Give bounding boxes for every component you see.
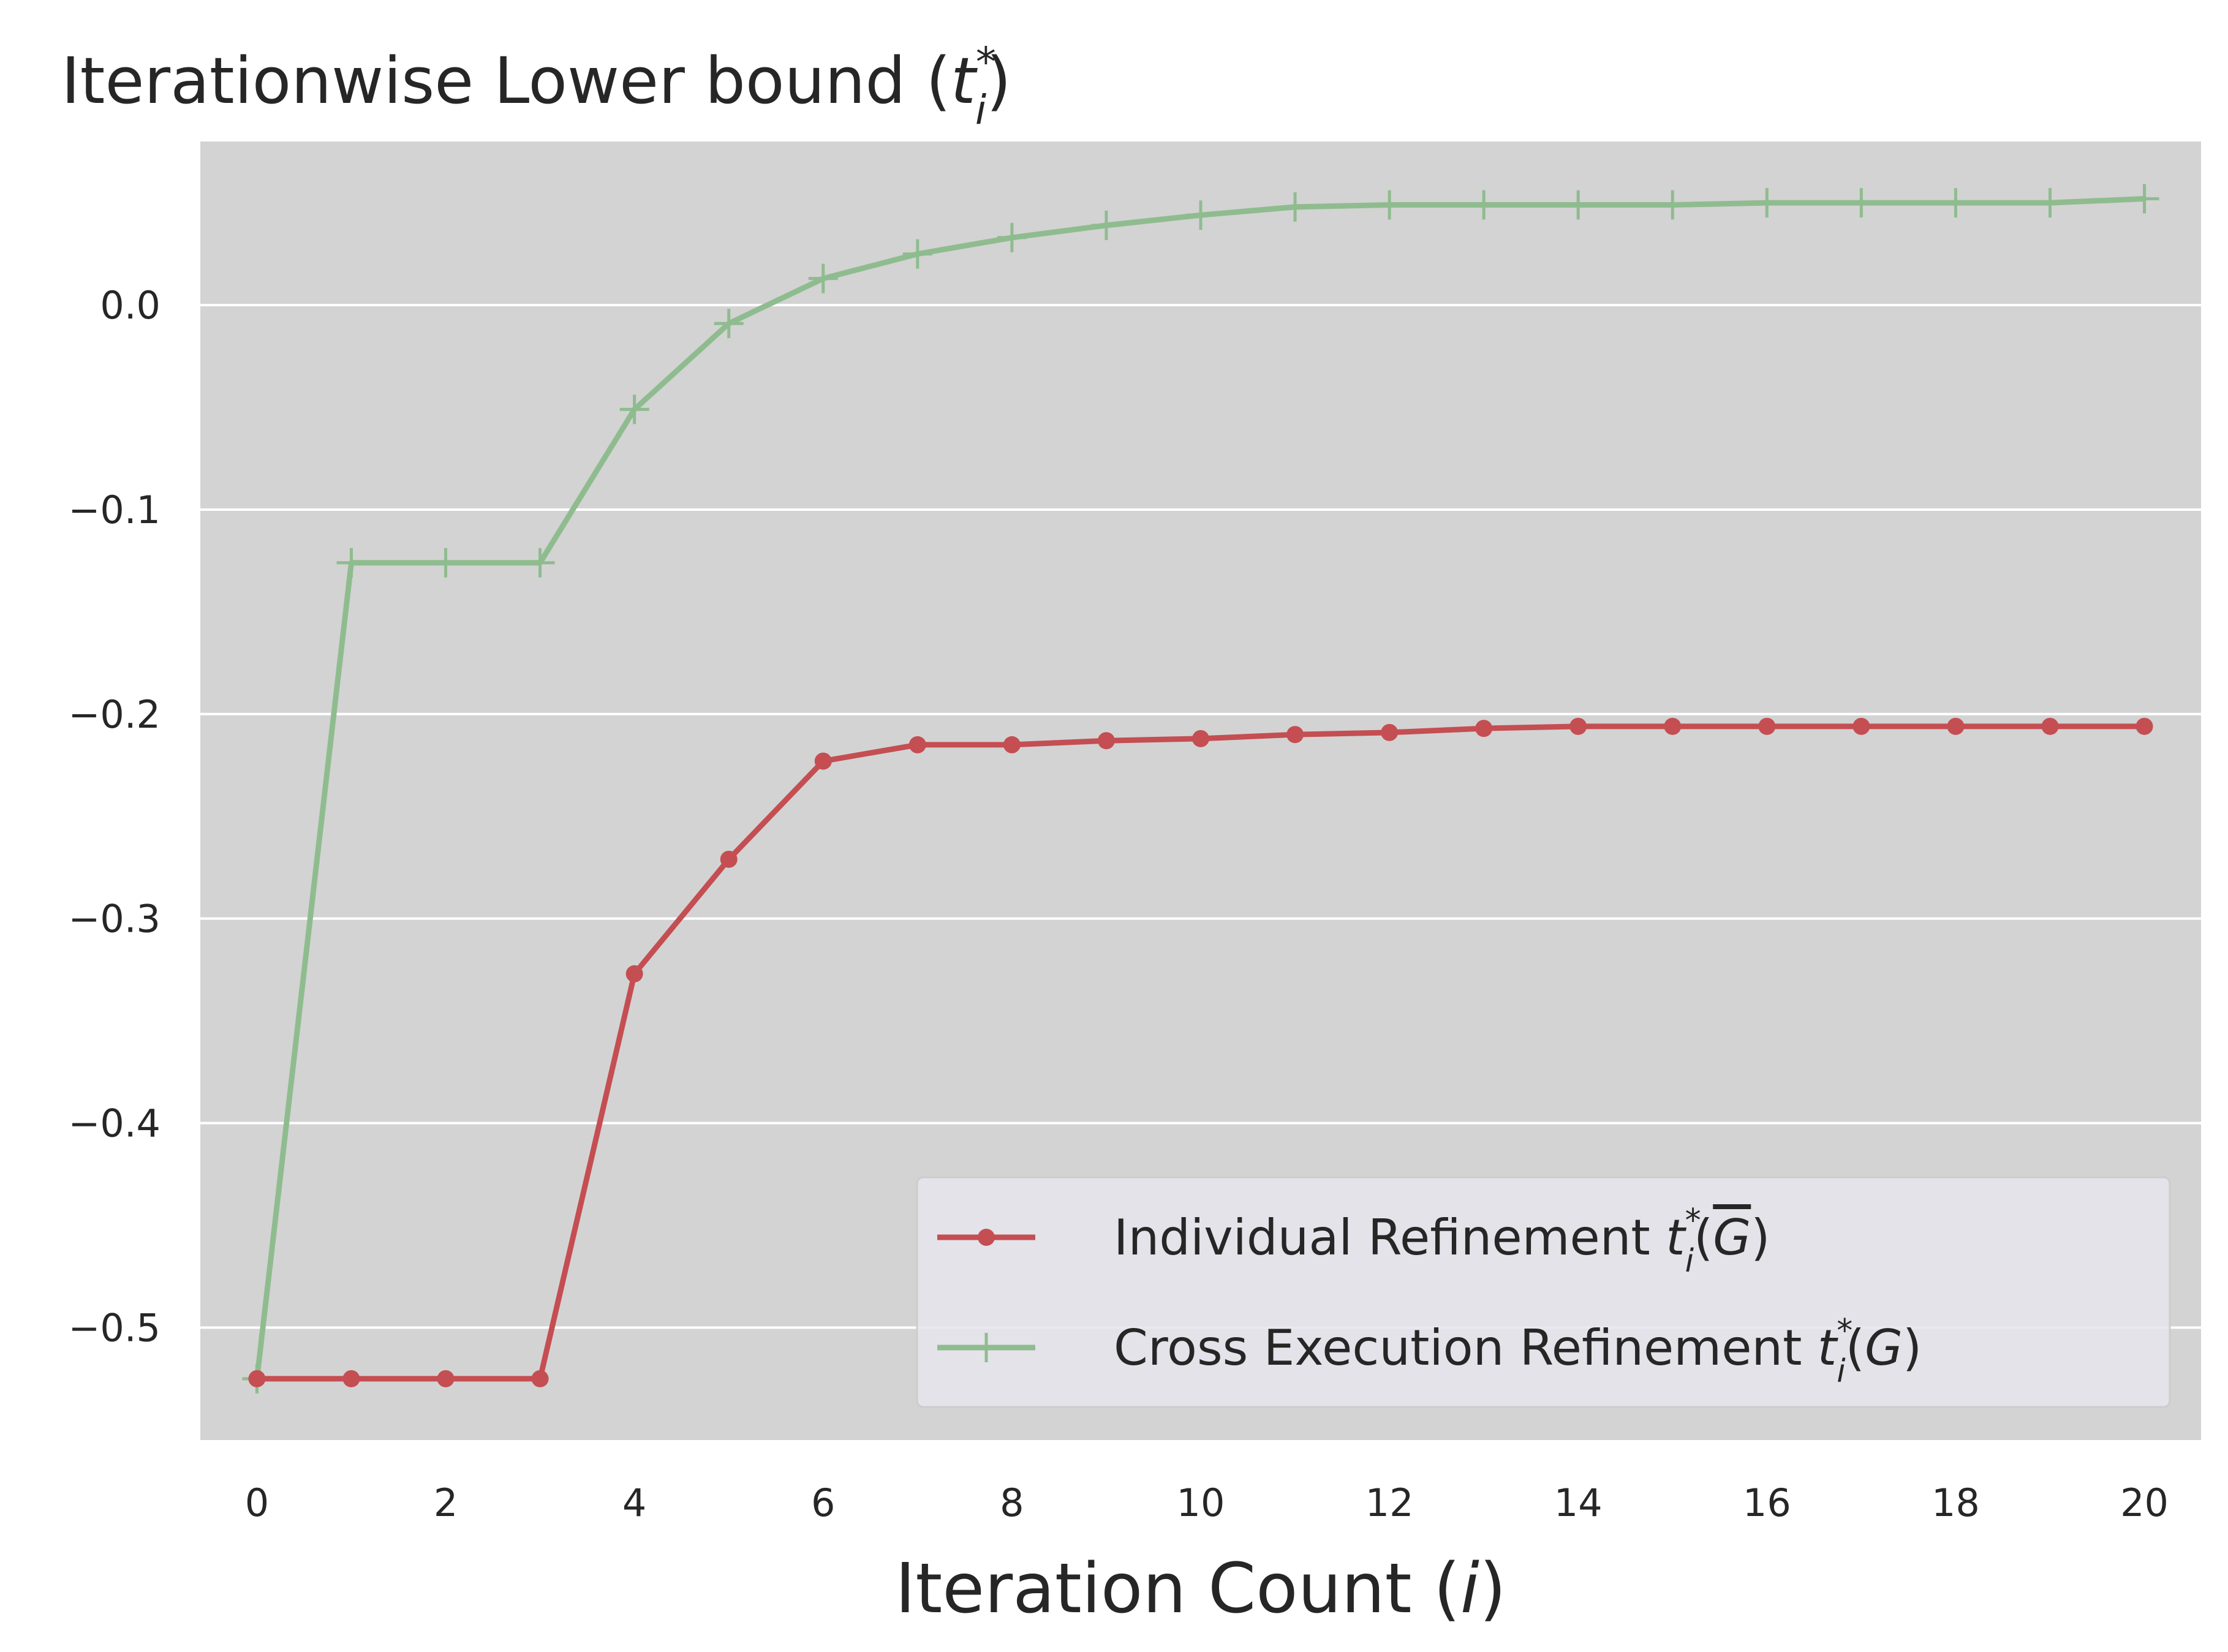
series-group — [242, 184, 2159, 1394]
y-tick-label: −0.4 — [68, 1101, 160, 1146]
data-point — [431, 548, 461, 578]
y-tick-label: 0.0 — [100, 283, 160, 328]
y-tick-label: −0.5 — [68, 1305, 160, 1350]
data-point — [1941, 188, 1971, 218]
legend-box — [916, 1176, 2171, 1408]
legend-label: Individual Refinement t* i(G) — [1114, 1202, 1770, 1280]
data-point — [997, 222, 1027, 252]
data-point — [625, 965, 643, 983]
legend: Individual Refinement t* i(G) Cross Execut… — [916, 1176, 2171, 1408]
data-point — [248, 1370, 266, 1387]
data-point — [1563, 190, 1593, 220]
data-point — [2129, 184, 2159, 214]
data-point — [1846, 188, 1876, 218]
x-tick-label: 4 — [622, 1480, 646, 1525]
data-point — [814, 752, 832, 770]
data-point — [1097, 732, 1115, 750]
x-axis-ticks: 0 2 4 6 8 10 12 14 16 18 20 — [245, 1480, 2169, 1525]
x-tick-label: 0 — [245, 1480, 269, 1525]
legend-entry: Cross Execution Refinement t* i(G) — [937, 1313, 1922, 1390]
data-point — [2135, 717, 2153, 735]
legend-label: Cross Execution Refinement t* i(G) — [1114, 1313, 1922, 1390]
data-point — [714, 309, 744, 339]
y-tick-label: −0.3 — [68, 897, 160, 941]
data-point — [1852, 717, 1870, 735]
data-point — [1569, 717, 1587, 735]
data-point — [2035, 188, 2065, 218]
data-point — [902, 239, 932, 269]
data-point — [1758, 717, 1776, 735]
x-tick-label: 2 — [434, 1480, 458, 1525]
data-point — [1186, 200, 1215, 230]
x-tick-label: 6 — [811, 1480, 835, 1525]
data-point — [1375, 190, 1405, 220]
series-cross-execution-refinement — [242, 184, 2159, 1394]
y-axis-ticks: 0.0 −0.1 −0.2 −0.3 −0.4 −0.5 — [68, 283, 160, 1350]
data-point — [342, 1370, 360, 1387]
x-tick-label: 10 — [1177, 1480, 1225, 1525]
data-point — [1381, 723, 1399, 741]
data-point — [525, 548, 555, 578]
legend-swatch-marker — [972, 1333, 1001, 1362]
data-point — [808, 263, 838, 293]
x-tick-label: 16 — [1743, 1480, 1791, 1525]
x-axis-label: Iteration Count (i) — [895, 1549, 1506, 1629]
data-point — [1003, 736, 1021, 753]
x-tick-label: 14 — [1554, 1480, 1603, 1525]
data-point — [1664, 717, 1682, 735]
data-point — [1091, 210, 1121, 240]
data-point — [1280, 192, 1310, 222]
y-tick-label: −0.1 — [68, 488, 160, 532]
y-tick-label: −0.2 — [68, 692, 160, 737]
data-point — [1752, 188, 1782, 218]
data-point — [1469, 190, 1499, 220]
data-point — [1475, 720, 1493, 737]
legend-entry: Individual Refinement t* i(G) — [937, 1202, 1770, 1280]
data-point — [720, 850, 738, 868]
data-point — [531, 1370, 549, 1387]
data-point — [1947, 717, 1965, 735]
x-tick-label: 18 — [1932, 1480, 1980, 1525]
data-point — [1286, 726, 1304, 744]
data-point — [2041, 717, 2059, 735]
x-tick-label: 12 — [1365, 1480, 1414, 1525]
data-point — [336, 548, 366, 578]
x-tick-label: 20 — [2120, 1480, 2169, 1525]
chart-title: Iterationwise Lower bound (t* i) — [61, 39, 1011, 134]
x-tick-label: 8 — [1000, 1480, 1024, 1525]
data-point — [1192, 730, 1209, 747]
data-point — [908, 736, 926, 753]
legend-swatch-marker — [978, 1229, 995, 1246]
data-point — [1658, 190, 1688, 220]
data-point — [437, 1370, 455, 1387]
series-individual-refinement — [248, 717, 2153, 1387]
data-point — [619, 394, 649, 424]
